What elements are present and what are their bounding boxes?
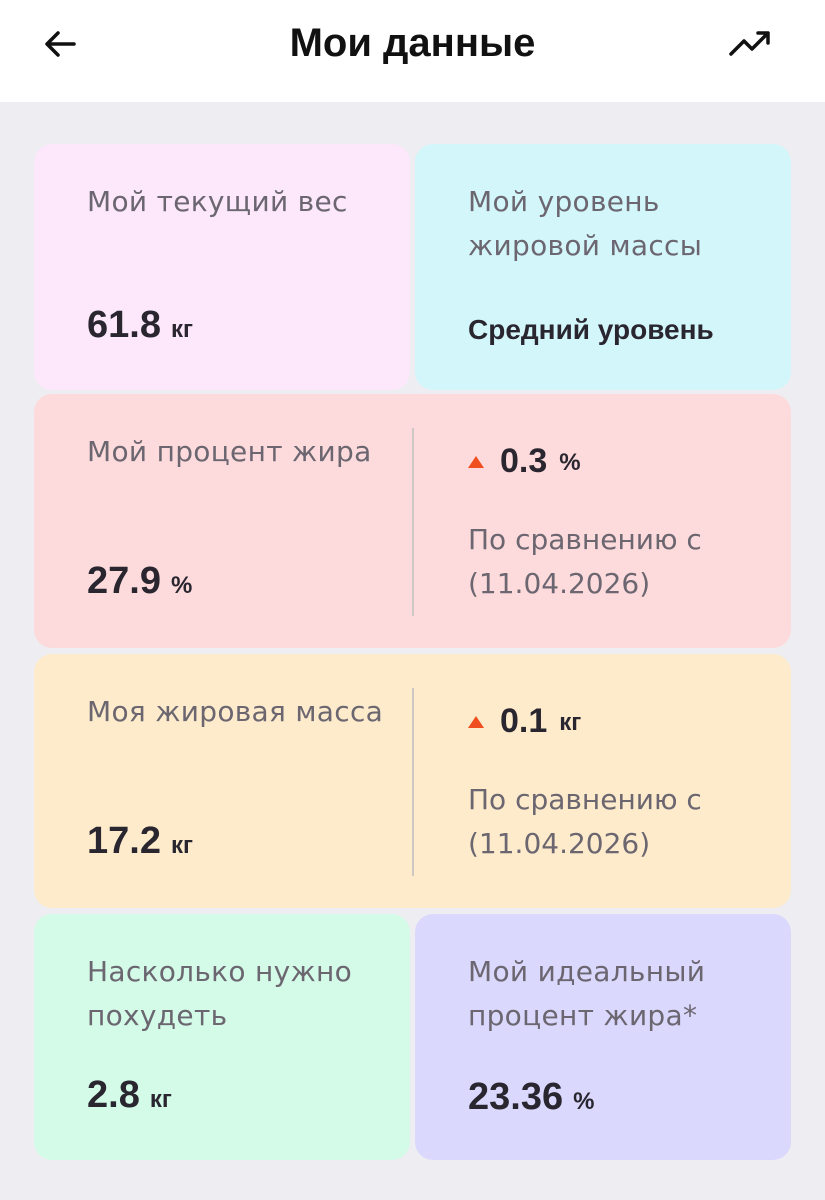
card-divider [412,428,414,616]
weight-to-lose-card[interactable]: Насколько нужно похудеть 2.8 кг [34,914,410,1160]
current-weight-unit: кг [170,316,193,343]
fat-mass-value: 17.2 кг [87,820,193,863]
weight-to-lose-label: Насколько нужно похудеть [87,955,353,1032]
compare-label: По сравнению с [468,783,702,816]
ideal-fat-value: 23.36 % [468,1076,594,1119]
fat-percent-delta: 0.3 % [468,442,581,481]
page-title: Мои данные [289,21,536,65]
current-weight-value: 61.8 кг [87,304,193,347]
ideal-fat-card[interactable]: Мой идеальный процент жира* 23.36 % [415,914,791,1160]
current-weight-card[interactable]: Мой текущий вес 61.8 кг [34,144,410,390]
compare-date: (11.04.2026) [468,827,651,860]
card-divider [412,688,414,876]
fat-level-value: Средний уровень [468,314,714,346]
top-bar: Мои данные [0,0,825,102]
weight-to-lose-value: 2.8 кг [87,1074,172,1117]
current-weight-label: Мой текущий вес [87,185,348,218]
fat-percent-label: Мой процент жира [87,435,372,468]
fat-mass-delta-number: 0.1 [500,702,548,740]
fat-level-label: Мой уровень жировой массы [468,185,703,262]
trending-up-icon [729,31,770,56]
compare-label: По сравнению с [468,523,702,556]
fat-mass-compare: По сравнению с (11.04.2026) [468,778,768,866]
ideal-fat-label: Мой идеальный процент жира* [468,955,706,1032]
fat-mass-delta: 0.1 кг [468,702,581,741]
triangle-up-icon [468,455,484,468]
weight-to-lose-unit: кг [149,1086,172,1113]
fat-percent-delta-number: 0.3 [500,442,548,480]
fat-mass-delta-unit: кг [559,709,582,736]
ideal-fat-number: 23.36 [468,1076,564,1118]
trend-button[interactable] [722,22,778,66]
fat-mass-unit: кг [170,832,193,859]
fat-percent-compare: По сравнению с (11.04.2026) [468,518,768,606]
arrow-left-icon [45,31,76,57]
fat-level-card[interactable]: Мой уровень жировой массы Средний уровен… [415,144,791,390]
fat-mass-number: 17.2 [87,820,161,862]
back-button[interactable] [36,22,84,66]
fat-percent-value: 27.9 % [87,560,192,603]
fat-percent-card[interactable]: Мой процент жира 27.9 % 0.3 % По сравнен… [34,394,791,648]
fat-mass-label: Моя жировая масса [87,695,384,728]
fat-percent-delta-unit: % [559,449,581,476]
fat-percent-unit: % [170,572,193,599]
fat-percent-number: 27.9 [87,560,161,602]
current-weight-number: 61.8 [87,304,161,346]
triangle-up-icon [468,715,484,728]
ideal-fat-unit: % [573,1088,595,1115]
fat-level-text: Средний уровень [468,314,714,345]
fat-mass-card[interactable]: Моя жировая масса 17.2 кг 0.1 кг По срав… [34,654,791,908]
weight-to-lose-number: 2.8 [87,1074,140,1116]
compare-date: (11.04.2026) [468,567,651,600]
